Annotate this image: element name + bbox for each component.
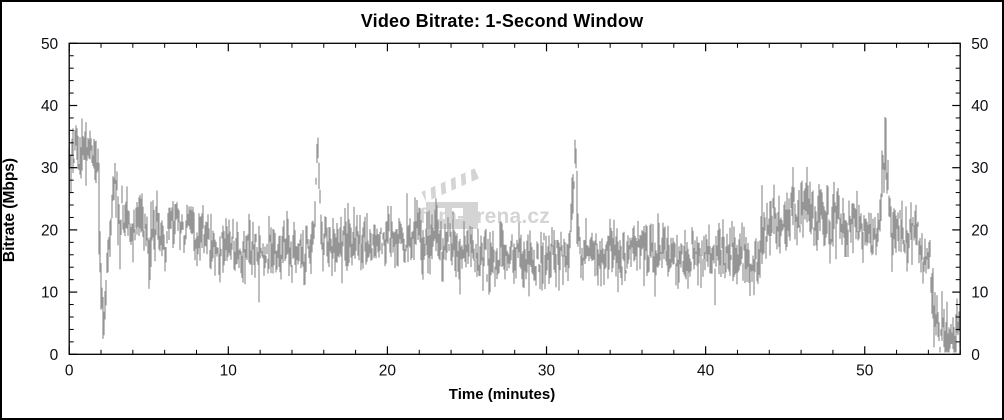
svg-text:0: 0	[50, 347, 59, 364]
svg-text:40: 40	[41, 98, 59, 115]
svg-text:40: 40	[971, 98, 989, 115]
svg-text:0: 0	[971, 347, 980, 364]
svg-text:30: 30	[41, 160, 59, 177]
svg-text:20: 20	[41, 222, 59, 239]
svg-text:0: 0	[65, 362, 74, 379]
svg-text:50: 50	[971, 36, 989, 53]
svg-text:50: 50	[856, 362, 874, 379]
svg-text:50: 50	[41, 36, 59, 53]
svg-text:40: 40	[697, 362, 715, 379]
svg-text:30: 30	[538, 362, 556, 379]
svg-text:20: 20	[971, 222, 989, 239]
svg-text:10: 10	[220, 362, 238, 379]
svg-text:10: 10	[41, 285, 59, 302]
svg-text:30: 30	[971, 160, 989, 177]
svg-text:film-arena.cz: film-arena.cz	[419, 205, 550, 228]
svg-text:10: 10	[971, 285, 989, 302]
svg-text:20: 20	[379, 362, 397, 379]
